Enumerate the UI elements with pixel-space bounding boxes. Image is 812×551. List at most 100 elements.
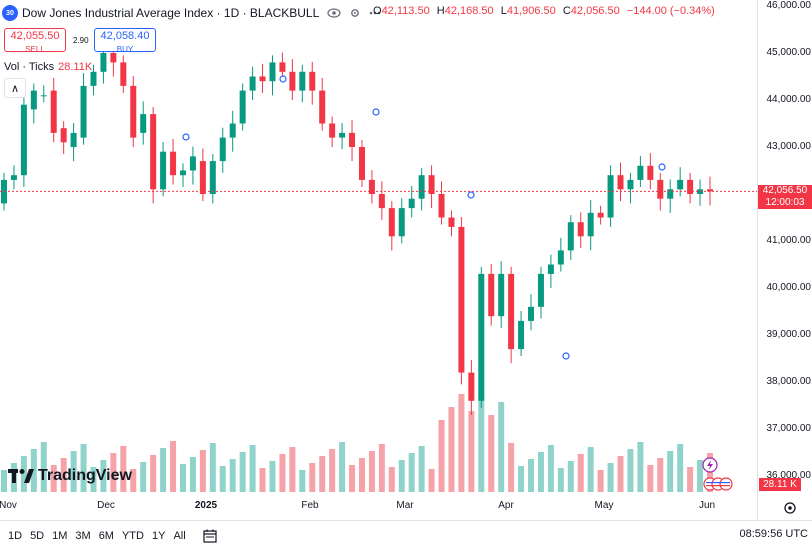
volume-bar	[229, 459, 236, 492]
buy-label: BUY	[116, 45, 134, 54]
candle-body	[518, 320, 525, 350]
collapse-legend-button[interactable]: ∧	[4, 78, 26, 98]
event-marker	[279, 75, 287, 83]
volume-legend[interactable]: Vol · Ticks 28.11K	[4, 61, 92, 73]
candle-body	[388, 208, 395, 237]
calendar-range-icon[interactable]	[202, 528, 218, 544]
price-chart[interactable]	[0, 0, 812, 520]
eye-icon[interactable]	[327, 8, 341, 18]
bottom-toolbar: 1D 5D 1M 3M 6M YTD 1Y All	[0, 520, 812, 551]
volume-bar	[70, 451, 77, 492]
volume-bar	[299, 470, 306, 492]
volume-label: Vol · Ticks	[4, 61, 55, 73]
volume-bar	[1, 470, 7, 492]
clock-display[interactable]: 08:59:56 UTC	[739, 528, 808, 540]
candle-body	[498, 273, 505, 317]
tradingview-logo[interactable]: TradingView	[8, 467, 132, 485]
candle-body	[468, 372, 475, 401]
volume-bar	[508, 443, 515, 492]
price-axis-label: 46,000.00	[766, 0, 812, 11]
sell-button[interactable]: 42,055.50 SELL	[4, 28, 66, 54]
volume-bar	[100, 460, 107, 492]
sell-price: 42,055.50	[10, 30, 60, 42]
buy-button[interactable]: 42,058.40 BUY	[94, 28, 156, 54]
candle-body	[677, 179, 684, 190]
price-axis-label: 41,000.00	[766, 235, 812, 246]
candle-body	[160, 151, 167, 190]
candle-body	[20, 104, 27, 176]
tradingview-logo-icon	[8, 469, 34, 483]
volume-bar	[677, 444, 684, 492]
volume-bar	[657, 458, 664, 492]
volume-bar	[428, 469, 435, 492]
volume-bar	[498, 402, 505, 492]
volume-bar	[160, 448, 167, 492]
range-button-1y[interactable]: 1Y	[151, 530, 166, 542]
candle-body	[150, 114, 157, 190]
gear-icon[interactable]	[349, 7, 361, 19]
volume-bar	[60, 458, 67, 492]
candle-body	[528, 306, 535, 321]
gear-icon[interactable]	[783, 501, 797, 515]
volume-bar	[279, 454, 286, 492]
candle-body	[329, 123, 336, 138]
candle-body	[418, 175, 425, 199]
volume-bar	[140, 462, 147, 492]
volume-bar	[179, 464, 186, 492]
candle-body	[60, 128, 67, 143]
volume-bar	[528, 459, 535, 492]
range-button-ytd[interactable]: YTD	[121, 530, 144, 542]
price-axis-label: 45,000.00	[766, 47, 812, 58]
candle-body	[70, 132, 77, 147]
volume-bar	[627, 449, 634, 492]
candle-body	[587, 212, 594, 237]
lightning-icon[interactable]	[702, 457, 718, 473]
symbol-badge: 30	[2, 5, 18, 21]
volume-bar	[697, 460, 704, 492]
candle-body	[707, 189, 713, 192]
range-button-5d[interactable]: 5D	[30, 530, 45, 542]
volume-bar	[597, 470, 604, 492]
volume-bar	[120, 446, 127, 492]
range-button-6m[interactable]: 6M	[98, 530, 114, 542]
close-value: 42,056.50	[570, 5, 620, 17]
range-button-all[interactable]: All	[173, 530, 186, 542]
high-key: H	[436, 5, 445, 17]
event-icons[interactable]	[700, 457, 740, 495]
event-marker	[658, 163, 666, 171]
countdown-value: 12:00:03	[765, 197, 805, 208]
price-axis-label: 40,000.00	[766, 282, 812, 293]
range-buttons: 1D 5D 1M 3M 6M YTD 1Y All	[0, 530, 186, 542]
high-value: 42,168.50	[444, 5, 494, 17]
country-flag-icons[interactable]	[703, 477, 733, 491]
change-value: −144.00 (−0.34%)	[626, 5, 715, 17]
price-axis[interactable]: 46,000.00 45,000.00 44,000.00 43,000.00 42,0…	[757, 0, 812, 520]
low-key: L	[500, 5, 507, 17]
volume-bar	[567, 461, 574, 492]
volume-bar	[189, 457, 196, 492]
candle-body	[110, 53, 117, 63]
close-key: C	[562, 5, 571, 17]
range-button-3m[interactable]: 3M	[75, 530, 91, 542]
candle-body	[547, 264, 554, 274]
candle-body	[557, 250, 564, 265]
candle-body	[458, 226, 465, 373]
range-button-1m[interactable]: 1M	[52, 530, 68, 542]
range-button-1d[interactable]: 1D	[8, 530, 23, 542]
candle-body	[577, 222, 584, 237]
time-axis-label: Jun	[698, 500, 716, 511]
open-value: 42,113.50	[381, 5, 430, 17]
candle-body	[478, 273, 485, 401]
candle-body	[358, 147, 365, 180]
volume-bar	[50, 465, 57, 492]
time-axis-label: Apr	[498, 500, 514, 511]
more-icon[interactable]	[369, 11, 381, 15]
symbol-title[interactable]: Dow Jones Industrial Average Index · 1D …	[22, 6, 320, 20]
volume-bar	[150, 455, 157, 492]
volume-bar	[199, 450, 206, 492]
candle-body	[597, 212, 604, 218]
candle-body	[299, 71, 306, 91]
time-axis-label: Dec	[97, 500, 115, 511]
candle-body	[378, 194, 385, 209]
symbol-legend[interactable]: 30 Dow Jones Industrial Average Index · …	[2, 3, 381, 23]
